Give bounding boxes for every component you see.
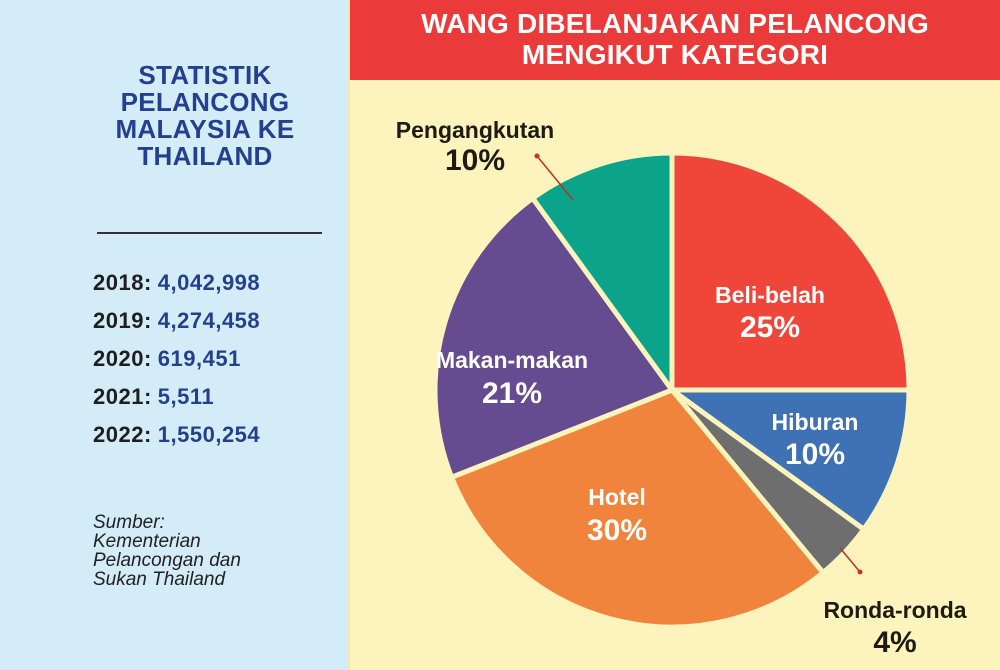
source-line: Pelancongan dan	[93, 550, 241, 571]
leader-dot	[534, 153, 540, 159]
slice-label: Hiburan	[772, 409, 859, 435]
stat-value: 5,511	[157, 384, 215, 409]
stat-year: 2021:	[93, 384, 152, 409]
stat-year: 2019:	[93, 308, 152, 333]
slice-percent: 10%	[445, 144, 505, 177]
slice-percent: 21%	[482, 377, 542, 410]
stat-row-2020: 2020: 619,451	[93, 346, 241, 372]
slice-label: Makan-makan	[436, 347, 588, 373]
title-rule	[97, 232, 322, 234]
leader-line	[536, 155, 574, 201]
stat-value: 1,550,254	[157, 422, 261, 447]
pie-slice-makan-makan	[432, 195, 675, 480]
stat-year: 2022:	[93, 422, 152, 447]
stat-row-2019: 2019: 4,274,458	[93, 308, 260, 334]
leader-dot	[857, 569, 863, 575]
slice-label: Pengangkutan	[396, 117, 554, 143]
source-line: Sukan Thailand	[93, 569, 226, 590]
slice-percent: 25%	[740, 311, 800, 344]
chart-title: WANG DIBELANJAKAN PELANCONG MENGIKUT KAT…	[350, 0, 1000, 80]
source-line: Sumber:	[93, 512, 165, 533]
slice-label: Ronda-ronda	[823, 597, 966, 623]
pie-slice-beli-belah	[669, 150, 912, 393]
slice-label: Hotel	[588, 484, 646, 510]
stat-row-2022: 2022: 1,550,254	[93, 422, 260, 448]
slice-percent: 30%	[587, 514, 647, 547]
pie-slice-hiburan	[669, 387, 912, 532]
stat-year: 2020:	[93, 346, 152, 371]
source-note: Sumber: Kementerian Pelancongan dan Suka…	[93, 513, 241, 589]
pie-slice-hotel	[449, 387, 826, 630]
stat-value: 4,274,458	[157, 308, 261, 333]
stat-row-2018: 2018: 4,042,998	[93, 270, 260, 296]
statistics-title: STATISTIK PELANCONG MALAYSIA KE THAILAND	[115, 60, 295, 171]
source-line: Kementerian	[93, 531, 201, 552]
stat-value: 619,451	[157, 346, 241, 371]
left-panel	[0, 0, 348, 670]
stat-year: 2018:	[93, 270, 152, 295]
stat-value: 4,042,998	[157, 270, 261, 295]
leader-line	[839, 547, 861, 573]
slice-label: Beli-belah	[715, 282, 825, 308]
slice-percent: 4%	[873, 626, 916, 659]
panel-divider	[348, 0, 350, 670]
slice-percent: 10%	[785, 438, 845, 471]
stat-row-2021: 2021: 5,511	[93, 384, 214, 410]
pie-slice-pengangkutan	[530, 150, 675, 393]
